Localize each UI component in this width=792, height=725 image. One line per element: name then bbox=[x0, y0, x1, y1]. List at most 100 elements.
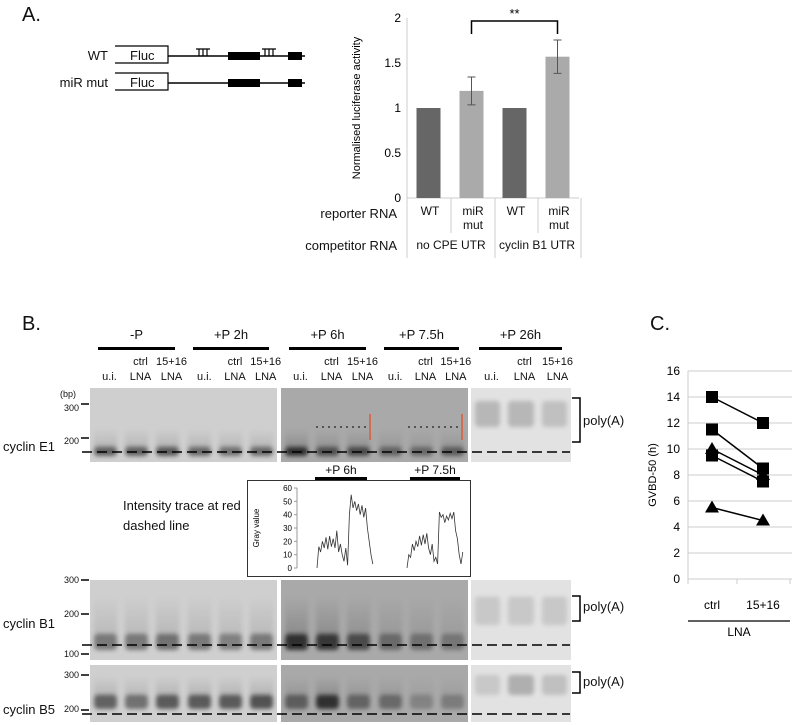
gel-lane bbox=[440, 447, 464, 457]
gel-smear bbox=[508, 676, 534, 678]
x-tick-label: ctrl bbox=[704, 598, 720, 612]
group-label: +P 7.5h bbox=[399, 327, 444, 342]
triangle-marker bbox=[705, 500, 719, 513]
gel-smear bbox=[440, 428, 464, 450]
gene-label-e1: cyclin E1 bbox=[3, 439, 56, 454]
reporter-cell: miR mut bbox=[462, 204, 484, 232]
polya-label: poly(A) bbox=[583, 674, 625, 689]
y-tick-label: 2 bbox=[673, 546, 680, 560]
gel-lane bbox=[249, 634, 273, 651]
bar bbox=[416, 108, 441, 198]
lane-label-bottom: u.i. bbox=[102, 371, 117, 383]
gel-lane bbox=[285, 694, 309, 710]
gel-smear bbox=[378, 676, 402, 697]
fluc-box-wt: Fluc bbox=[130, 48, 155, 63]
y-tick-label: 1 bbox=[394, 101, 401, 115]
lane-label-bottom: u.i. bbox=[387, 371, 403, 383]
marker-label: 300 bbox=[63, 575, 79, 585]
gel-lane bbox=[475, 675, 501, 696]
gel-smear bbox=[347, 676, 371, 697]
gel-smear bbox=[94, 596, 118, 637]
gel-lane bbox=[218, 447, 242, 457]
gel-smear bbox=[187, 428, 211, 450]
series-line bbox=[711, 506, 764, 522]
gel-lane bbox=[378, 634, 402, 651]
gel-smear bbox=[347, 596, 371, 637]
group-label: +P 26h bbox=[499, 327, 542, 342]
series-line bbox=[711, 454, 764, 483]
gel-lane bbox=[409, 634, 433, 651]
square-marker bbox=[757, 417, 769, 429]
panel-c-label: C. bbox=[650, 313, 670, 335]
wt-construct bbox=[115, 45, 305, 64]
gel-lane bbox=[94, 694, 118, 710]
gel-lane bbox=[187, 447, 211, 457]
gel-lane bbox=[94, 634, 118, 651]
gel-smear bbox=[409, 596, 433, 637]
gel-smear bbox=[125, 428, 149, 450]
lane-label-bottom: u.i. bbox=[293, 371, 308, 383]
square-marker bbox=[706, 423, 718, 436]
series-line bbox=[711, 448, 764, 476]
square-marker bbox=[757, 475, 769, 488]
y-tick-label: 12 bbox=[667, 416, 681, 430]
gel-smear bbox=[378, 428, 402, 450]
x-tick-label: 15+16 bbox=[746, 598, 780, 612]
y-tick-label: 30 bbox=[283, 524, 292, 533]
gel-smear bbox=[249, 676, 273, 697]
trace-line bbox=[316, 494, 374, 569]
gel-lane bbox=[409, 694, 433, 710]
gel-image bbox=[90, 580, 277, 660]
y-tick-label: 1.5 bbox=[384, 56, 401, 70]
gel-smear bbox=[409, 428, 433, 450]
gel-smear bbox=[125, 676, 149, 697]
lane-label-top: 15+16 bbox=[250, 356, 282, 368]
fluc-box-mut: Fluc bbox=[130, 75, 155, 90]
gel-smear bbox=[285, 676, 309, 697]
gel-lane bbox=[316, 634, 340, 651]
gel-smear bbox=[316, 596, 340, 637]
polya-bracket bbox=[572, 595, 581, 622]
lane-label-bottom: u.i. bbox=[484, 371, 499, 383]
gel-smear bbox=[475, 596, 501, 599]
y-tick-label: 14 bbox=[667, 390, 681, 404]
bp-unit: (bp) bbox=[60, 389, 77, 399]
y-tick-label: 60 bbox=[283, 484, 292, 493]
lane-label-bottom: LNA bbox=[513, 371, 536, 383]
gel-smear bbox=[156, 596, 180, 637]
group-bar bbox=[289, 347, 366, 350]
lane-label-bottom: LNA bbox=[129, 371, 152, 383]
gel-lane bbox=[218, 634, 242, 651]
y-axis-label: GVBD-50 (h) bbox=[647, 443, 659, 507]
gel-lane bbox=[378, 694, 402, 710]
gel-image bbox=[471, 580, 571, 660]
polya-label: poly(A) bbox=[583, 413, 625, 428]
gel-smear bbox=[347, 428, 371, 450]
polya-bracket bbox=[572, 671, 581, 694]
gel-smear bbox=[156, 428, 180, 450]
mirna-site-icon bbox=[262, 48, 276, 56]
gel-lane bbox=[316, 694, 340, 710]
lane-label-top: 15+16 bbox=[156, 356, 187, 368]
gel-lane bbox=[475, 596, 501, 625]
gel-smear bbox=[125, 596, 149, 637]
gel-lane bbox=[156, 694, 180, 710]
gel-smear bbox=[316, 676, 340, 697]
trace-line bbox=[406, 511, 464, 569]
table-grid bbox=[406, 198, 582, 258]
y-tick-label: 8 bbox=[673, 468, 680, 482]
gel-image bbox=[471, 665, 571, 722]
gel-lane bbox=[156, 447, 180, 457]
gel-smear bbox=[285, 596, 309, 637]
gel-smear bbox=[378, 596, 402, 637]
error-bar bbox=[553, 39, 562, 74]
y-tick-label: 0 bbox=[673, 572, 680, 586]
triangle-marker bbox=[756, 513, 770, 526]
polya-bracket bbox=[572, 397, 581, 443]
gel-smear bbox=[508, 596, 534, 599]
panel-b-label: B. bbox=[22, 313, 41, 335]
marker-label: 300 bbox=[63, 670, 79, 680]
reporter-cell: miR mut bbox=[548, 204, 570, 232]
bar bbox=[545, 56, 570, 199]
